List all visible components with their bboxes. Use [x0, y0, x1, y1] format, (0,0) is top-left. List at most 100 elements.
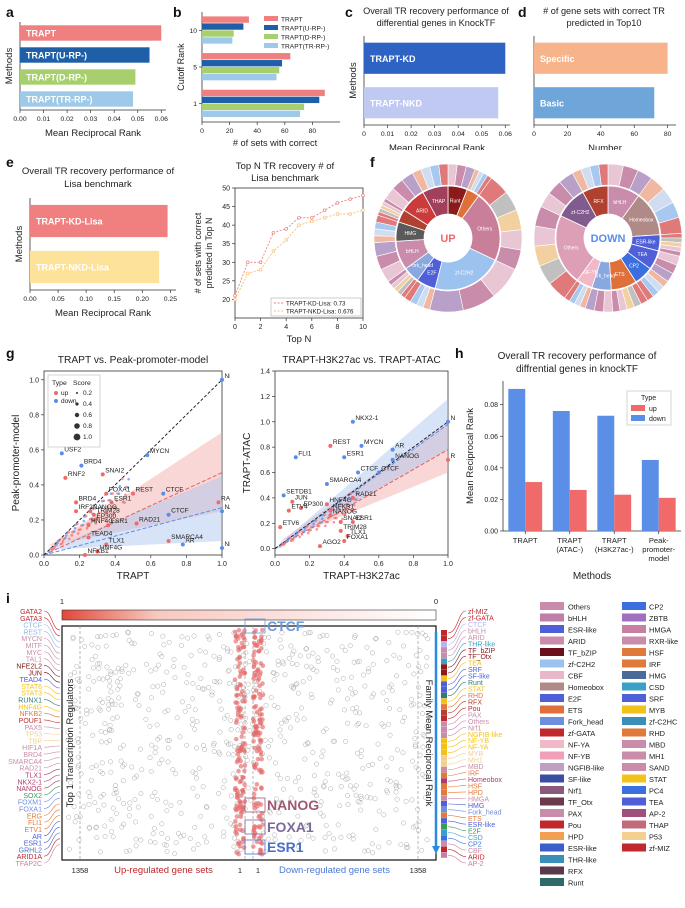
background-point — [384, 764, 390, 770]
background-point — [340, 502, 343, 506]
background-point — [227, 741, 233, 747]
background-point — [151, 825, 157, 831]
background-point — [161, 682, 167, 687]
background-point — [105, 511, 109, 515]
bar — [364, 87, 499, 119]
y-axis-label: predicted in Top N — [204, 218, 214, 289]
family-connector — [447, 701, 467, 714]
family-label: STAT — [468, 687, 486, 694]
point-label: NANOG — [225, 504, 231, 511]
background-point — [384, 697, 390, 703]
background-point — [98, 794, 104, 800]
background-point — [173, 840, 179, 846]
background-point — [81, 523, 85, 527]
background-point — [307, 630, 313, 636]
background-point — [371, 691, 377, 697]
tr-connector — [43, 768, 61, 775]
bar — [569, 489, 587, 531]
top-rank-point — [252, 745, 258, 751]
background-point — [222, 778, 228, 784]
background-point — [232, 744, 238, 750]
background-point — [206, 636, 212, 642]
background-point — [393, 780, 399, 785]
top-rank-point — [234, 717, 240, 723]
legend-label: CP2 — [649, 603, 663, 612]
background-point — [144, 661, 149, 667]
background-point — [355, 659, 361, 665]
bar — [202, 30, 234, 37]
background-point — [146, 707, 152, 713]
background-point — [120, 821, 126, 827]
top-rank-point — [241, 631, 246, 636]
background-point — [373, 636, 379, 642]
background-point — [289, 683, 294, 689]
background-point — [231, 835, 237, 841]
chart-title: predicted in Top10 — [567, 18, 642, 28]
background-point — [278, 720, 284, 726]
background-point — [329, 697, 335, 703]
point-label: CTCF — [381, 466, 399, 473]
bar-label: TRAPT — [26, 29, 56, 39]
point-label: IRF2 — [79, 504, 94, 511]
family-connector — [447, 791, 467, 793]
legend-swatch — [540, 786, 564, 794]
background-point — [303, 527, 307, 531]
family-connector — [447, 668, 467, 685]
background-point — [288, 795, 294, 801]
family-label: CBF — [468, 848, 482, 855]
top-rank-point — [232, 787, 238, 793]
tr-label: POUF1 — [19, 718, 42, 725]
background-point — [326, 520, 329, 524]
family-connector — [447, 623, 467, 645]
background-point — [103, 643, 109, 649]
family-connector — [447, 694, 467, 708]
family-label: NGFIB-like — [468, 732, 502, 739]
background-point — [148, 768, 154, 774]
point-label: AGO2 — [322, 539, 341, 546]
tr-label: GATA2 — [20, 609, 42, 616]
legend-label: HMGA — [649, 626, 671, 635]
data-point — [338, 528, 343, 533]
background-point — [343, 739, 349, 744]
background-point — [111, 791, 117, 797]
y-tick-label: 0.6 — [29, 447, 39, 454]
legend-box — [47, 374, 101, 448]
family-connector — [447, 681, 467, 696]
bar — [202, 23, 244, 30]
panel-letter-e: e — [6, 154, 14, 170]
x-tick-label: TRAPT — [602, 536, 627, 545]
background-point — [228, 821, 234, 827]
background-point — [119, 824, 125, 830]
tr-connector — [43, 763, 61, 768]
background-point — [367, 782, 373, 787]
background-point — [343, 513, 347, 516]
background-point — [310, 835, 316, 841]
top-rank-point — [258, 640, 264, 646]
background-point — [147, 839, 153, 845]
legend-swatch — [74, 423, 80, 429]
family-color-cell — [441, 692, 447, 699]
background-point — [110, 632, 116, 638]
legend-label: TF_Otx — [568, 798, 593, 807]
family-connector — [447, 809, 467, 812]
sunburst-label: RFX — [594, 199, 605, 205]
tr-connector — [43, 651, 61, 666]
legend-swatch — [540, 797, 564, 806]
background-point — [49, 547, 53, 550]
tr-connector — [43, 658, 61, 671]
background-point — [416, 684, 421, 690]
background-point — [89, 764, 95, 770]
point-label: SNAI2 — [343, 515, 362, 522]
y-tick-label: 40 — [222, 223, 230, 230]
background-point — [172, 675, 178, 681]
tr-label: ETV1 — [24, 827, 42, 834]
family-connector — [447, 727, 467, 736]
background-point — [314, 761, 320, 767]
background-point — [309, 695, 315, 701]
background-point — [65, 729, 71, 735]
background-point — [320, 813, 326, 819]
data-point — [246, 260, 250, 265]
background-point — [152, 789, 158, 795]
background-point — [76, 837, 82, 843]
x-tick-label: 0.4 — [110, 561, 120, 568]
